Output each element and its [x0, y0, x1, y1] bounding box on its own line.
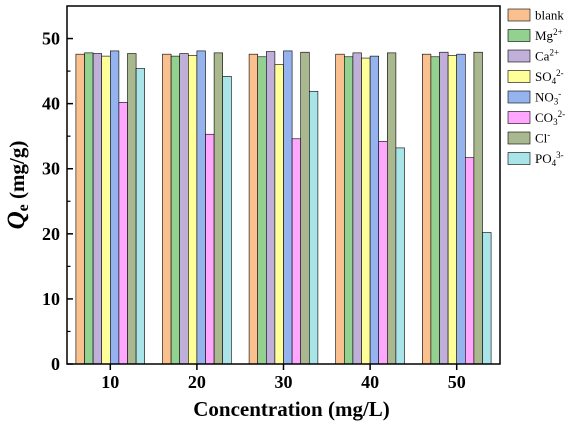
bar-co32-30 — [291, 138, 302, 365]
y-axis: 0 10 20 30 40 50 — [42, 29, 73, 374]
bar-blank-20 — [162, 53, 172, 365]
bar-blank-40 — [335, 53, 345, 365]
x-axis-title: Concentration (mg/L) — [193, 397, 390, 421]
legend-label-ca2: Ca2+ — [535, 48, 559, 64]
legend-swatch-cl — [507, 131, 531, 145]
x-tick-label-20: 20 — [188, 372, 206, 392]
legend-label-no3: NO3- — [535, 89, 561, 107]
y-tick-label-0: 0 — [51, 354, 60, 374]
bar-ca2-10 — [92, 53, 102, 365]
legend-label-cl: Cl- — [535, 130, 550, 146]
bar-po43-30 — [308, 90, 319, 365]
bar-no3-50 — [456, 53, 466, 365]
legend-swatch-no3 — [507, 90, 531, 104]
bar-blank-50 — [421, 53, 432, 365]
bar-po43-40 — [395, 147, 405, 365]
bar-mg2-40 — [343, 56, 354, 365]
legend-swatch-mg2 — [507, 29, 531, 42]
bar-po43-10 — [135, 68, 146, 365]
legend-swatch-ca2 — [507, 49, 531, 63]
legend-label-po43: PO43- — [535, 150, 564, 168]
bar-ca2-50 — [439, 51, 449, 365]
legend: blank Mg2+ Ca2+ SO42- NO3- CO32- Cl- PO43- — [507, 8, 565, 168]
bar-so42-10 — [101, 55, 111, 365]
y-axis-title-symbol: Q — [3, 211, 30, 229]
y-tick-label-20: 20 — [42, 224, 60, 244]
bar-so42-50 — [447, 55, 458, 365]
bar-no3-20 — [196, 50, 206, 365]
bar-ca2-40 — [352, 52, 362, 365]
bar-ca2-30 — [265, 51, 276, 365]
bar-mg2-30 — [257, 56, 267, 365]
y-tick-label-40: 40 — [42, 94, 60, 114]
x-tick-label-30: 30 — [275, 372, 293, 392]
x-tick-label-50: 50 — [448, 372, 466, 392]
bars-layer — [75, 50, 492, 365]
x-axis: 10 20 30 40 50 — [101, 364, 466, 392]
bar-blank-10 — [75, 53, 85, 365]
bar-co32-40 — [378, 141, 388, 365]
bar-no3-40 — [369, 55, 380, 365]
y-axis-title-unit: (mg/g) — [5, 141, 29, 205]
bar-po43-50 — [482, 232, 492, 365]
legend-label-blank: blank — [535, 8, 564, 23]
bar-no3-10 — [110, 50, 120, 365]
bar-no3-30 — [283, 50, 293, 365]
bar-cl-50 — [473, 51, 483, 365]
legend-swatch-so42 — [507, 70, 531, 83]
bar-so42-40 — [361, 57, 371, 365]
x-tick-label-40: 40 — [361, 372, 379, 392]
bar-cl-10 — [127, 53, 137, 365]
x-tick-label-10: 10 — [101, 372, 119, 392]
legend-label-so42: SO42- — [535, 68, 564, 86]
legend-label-mg2: Mg2+ — [535, 27, 563, 43]
legend-swatch-co32 — [507, 111, 531, 124]
y-axis-title-subscript: e — [15, 204, 32, 211]
bar-co32-10 — [118, 102, 128, 365]
bar-ca2-20 — [179, 53, 189, 365]
y-tick-label-50: 50 — [42, 29, 60, 49]
bar-co32-20 — [205, 133, 215, 365]
bar-po43-20 — [222, 76, 232, 365]
y-tick-label-30: 30 — [42, 159, 60, 179]
y-tick-label-10: 10 — [42, 289, 60, 309]
bar-mg2-10 — [84, 52, 94, 365]
bar-cl-30 — [300, 51, 310, 365]
bar-cl-40 — [386, 52, 397, 365]
legend-swatch-blank — [507, 8, 531, 22]
y-axis-title: Qe (mg/g) — [3, 141, 32, 230]
bar-so42-30 — [274, 64, 284, 365]
bar-cl-20 — [213, 52, 224, 365]
bar-mg2-50 — [430, 56, 440, 365]
legend-swatch-po43 — [507, 152, 531, 165]
bar-so42-20 — [188, 55, 198, 365]
legend-label-co32: CO32- — [535, 109, 565, 127]
bar-mg2-20 — [170, 55, 181, 365]
bar-blank-30 — [248, 53, 259, 365]
bar-co32-50 — [464, 157, 475, 365]
